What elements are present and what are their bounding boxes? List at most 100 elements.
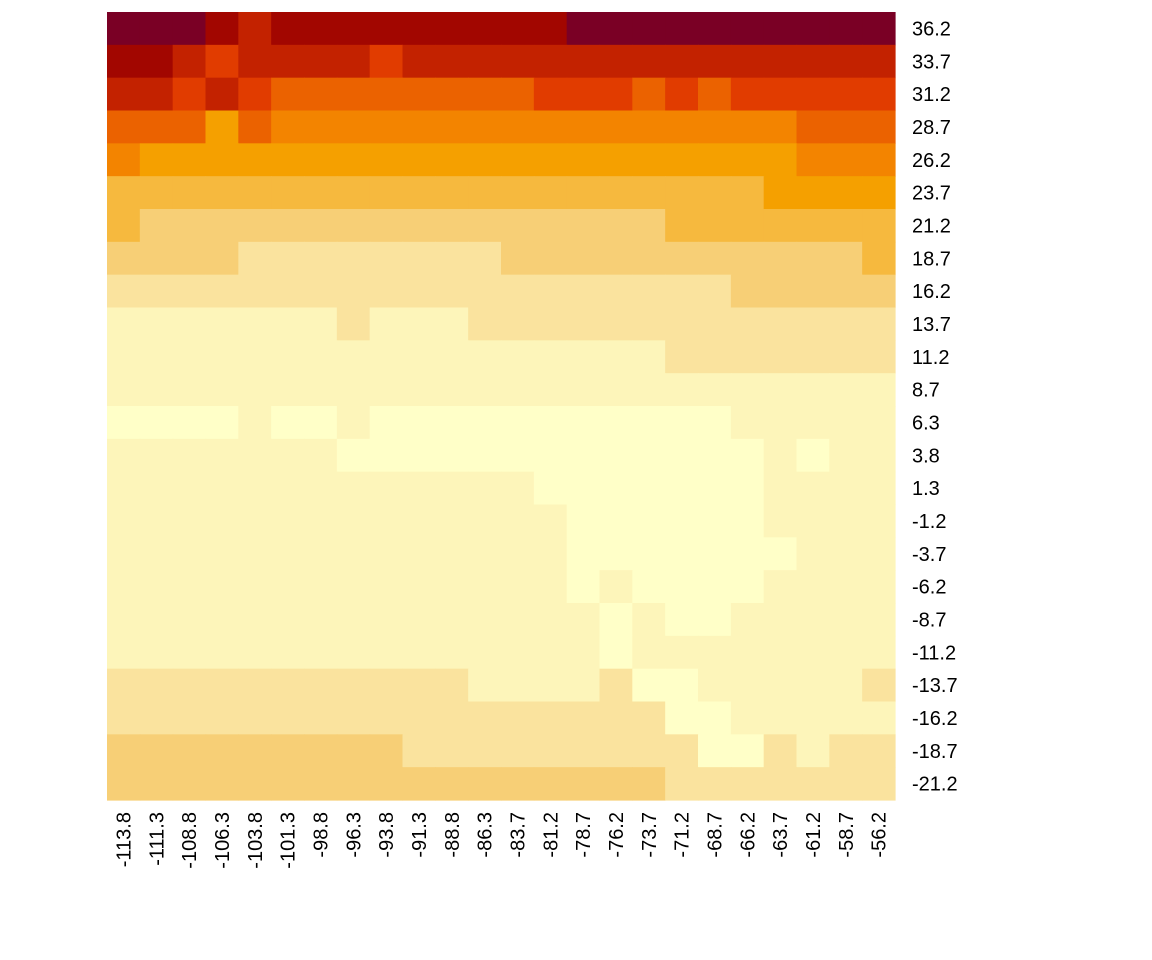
- heatmap-cell: [435, 570, 469, 604]
- heatmap-cell: [107, 110, 141, 144]
- heatmap-cell: [271, 603, 305, 637]
- heatmap-cell: [271, 537, 305, 571]
- heatmap-cell: [632, 767, 666, 801]
- heatmap-cell: [730, 438, 765, 473]
- heatmap-cell: [304, 734, 338, 768]
- heatmap-cell: [566, 504, 601, 538]
- heatmap-cell: [599, 274, 633, 309]
- heatmap-cell: [205, 373, 239, 407]
- heatmap-cell: [862, 767, 896, 801]
- heatmap-cell: [796, 110, 830, 144]
- heatmap-cell: [665, 734, 699, 768]
- heatmap-cell: [468, 504, 502, 538]
- heatmap-cell: [402, 504, 436, 538]
- heatmap-cell: [698, 438, 732, 473]
- heatmap-cell: [435, 241, 469, 276]
- heatmap-cell: [763, 438, 798, 473]
- heatmap-cells: [107, 12, 896, 801]
- heatmap-cell: [435, 12, 469, 46]
- heatmap-cell: [336, 209, 371, 243]
- heatmap-cell: [402, 603, 436, 637]
- heatmap-cell: [238, 635, 272, 670]
- heatmap-cell: [763, 274, 798, 309]
- heatmap-cell: [205, 406, 239, 440]
- heatmap-cell: [533, 12, 568, 46]
- heatmap-cell: [139, 209, 174, 243]
- heatmap-cell: [402, 635, 436, 670]
- heatmap-cell: [435, 143, 469, 177]
- heatmap-cell: [632, 209, 666, 243]
- heatmap-cell: [435, 209, 469, 243]
- heatmap-cell: [599, 241, 633, 276]
- heatmap-cell: [172, 537, 207, 571]
- heatmap-cell: [566, 373, 601, 407]
- heatmap-cell: [862, 635, 896, 670]
- heatmap-cell: [468, 668, 502, 703]
- heatmap-cell: [271, 176, 305, 210]
- heatmap-cell: [632, 110, 666, 144]
- heatmap-cell: [468, 373, 502, 407]
- heatmap-cell: [304, 340, 338, 374]
- heatmap-cell: [599, 12, 633, 46]
- heatmap-cell: [665, 340, 699, 374]
- heatmap-cell: [566, 603, 601, 637]
- heatmap-cell: [435, 110, 469, 144]
- heatmap-cell: [730, 603, 765, 637]
- heatmap-cell: [139, 701, 174, 735]
- heatmap-cell: [238, 110, 272, 144]
- heatmap-cell: [139, 176, 174, 210]
- heatmap-cell: [304, 209, 338, 243]
- heatmap-cell: [862, 570, 896, 604]
- heatmap-cell: [435, 504, 469, 538]
- heatmap-cell: [533, 77, 568, 112]
- heatmap-cell: [632, 241, 666, 276]
- heatmap-cell: [829, 537, 863, 571]
- heatmap-cell: [501, 307, 535, 341]
- heatmap-cell: [468, 77, 502, 112]
- heatmap-cell: [205, 635, 239, 670]
- heatmap-cell: [402, 767, 436, 801]
- heatmap-cell: [107, 438, 141, 473]
- heatmap-cell: [271, 570, 305, 604]
- heatmap-cell: [304, 12, 338, 46]
- heatmap-cell: [862, 44, 896, 79]
- heatmap-cell: [238, 340, 272, 374]
- heatmap-cell: [369, 77, 404, 112]
- heatmap-cell: [238, 176, 272, 210]
- heatmap-cell: [533, 406, 568, 440]
- heatmap-cell: [862, 340, 896, 374]
- heatmap-cell: [468, 570, 502, 604]
- heatmap-cell: [566, 209, 601, 243]
- heatmap-cell: [238, 143, 272, 177]
- heatmap-cell: [205, 603, 239, 637]
- heatmap-cell: [730, 209, 765, 243]
- heatmap-cell: [271, 44, 305, 79]
- heatmap-cell: [435, 438, 469, 473]
- heatmap-cell: [402, 77, 436, 112]
- heatmap-cell: [632, 635, 666, 670]
- heatmap-cell: [238, 701, 272, 735]
- heatmap-cell: [172, 340, 207, 374]
- heatmap-cell: [862, 241, 896, 276]
- heatmap-cell: [435, 307, 469, 341]
- heatmap-cell: [829, 734, 863, 768]
- heatmap-cell: [172, 668, 207, 703]
- heatmap-cell: [468, 274, 502, 309]
- x-tick-label: -103.8: [245, 812, 267, 869]
- heatmap-cell: [566, 701, 601, 735]
- heatmap-cell: [698, 176, 732, 210]
- heatmap-cell: [304, 471, 338, 506]
- heatmap-cell: [271, 471, 305, 506]
- heatmap-cell: [698, 504, 732, 538]
- heatmap-cell: [304, 77, 338, 112]
- heatmap-cell: [763, 241, 798, 276]
- heatmap-cell: [829, 274, 863, 309]
- heatmap-cell: [107, 668, 141, 703]
- heatmap-cell: [435, 176, 469, 210]
- heatmap-cell: [369, 767, 404, 801]
- heatmap-cell: [271, 767, 305, 801]
- heatmap-cell: [271, 734, 305, 768]
- heatmap-cell: [730, 701, 765, 735]
- heatmap-cell: [632, 44, 666, 79]
- heatmap-cell: [533, 209, 568, 243]
